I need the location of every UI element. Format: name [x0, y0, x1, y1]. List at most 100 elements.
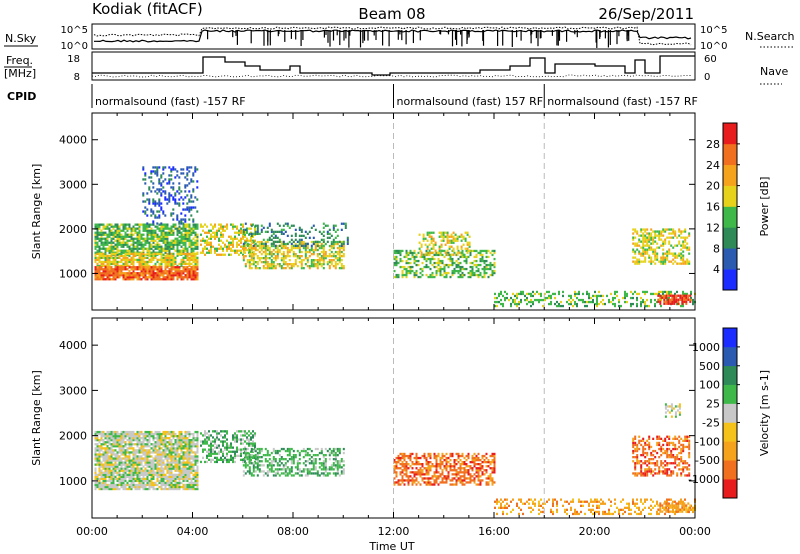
heatmap-cell	[204, 241, 206, 244]
heatmap-cell	[148, 441, 151, 444]
heatmap-cell	[463, 255, 466, 259]
heatmap-cell	[642, 246, 645, 249]
heatmap-cell	[172, 182, 175, 185]
heatmap-cell	[136, 432, 139, 436]
heatmap-cell	[154, 272, 157, 275]
heatmap-cell	[270, 265, 273, 268]
heatmap-cell	[266, 257, 269, 260]
heatmap-cell	[172, 258, 175, 261]
heatmap-cell	[136, 467, 139, 470]
heatmap-cell	[164, 264, 167, 268]
heatmap-cell	[152, 485, 155, 489]
heatmap-cell	[332, 240, 335, 243]
heatmap-cell	[170, 270, 173, 273]
heatmap-cell	[122, 225, 125, 228]
heatmap-cell	[102, 254, 105, 257]
heatmap-cell	[164, 223, 167, 226]
heatmap-cell	[330, 250, 333, 254]
heatmap-cell	[312, 265, 315, 268]
heatmap-cell	[272, 242, 275, 245]
heatmap-cell	[114, 469, 117, 472]
heatmap-cell	[168, 443, 171, 446]
heatmap-cell	[154, 430, 157, 434]
heatmap-cell	[148, 455, 151, 458]
heatmap-cell	[413, 275, 416, 279]
heatmap-cell	[642, 242, 645, 245]
heatmap-cell	[481, 259, 484, 263]
heatmap-cell	[156, 188, 159, 191]
heatmap-cell	[320, 250, 323, 254]
heatmap-cell	[262, 261, 265, 264]
heatmap-cell	[440, 231, 443, 234]
heatmap-cell	[102, 457, 105, 460]
heatmap-cell	[190, 249, 193, 252]
heatmap-cell	[148, 200, 151, 203]
heatmap-cell	[104, 278, 107, 281]
heatmap-cell	[94, 256, 97, 259]
heatmap-cell	[170, 194, 173, 197]
heatmap-cell	[140, 268, 143, 271]
heatmap-cell	[138, 256, 141, 259]
heatmap-cell	[190, 274, 193, 277]
heatmap-cell	[150, 270, 153, 273]
heatmap-cell	[451, 249, 454, 253]
heatmap-cell	[102, 435, 105, 438]
heatmap-cell	[168, 447, 171, 450]
heatmap-cell	[142, 449, 145, 452]
heatmap-cell	[328, 259, 331, 262]
heatmap-cell	[176, 227, 179, 230]
heatmap-cell	[98, 459, 101, 462]
heatmap-cell	[154, 239, 157, 242]
heatmap-cell	[180, 212, 183, 215]
heatmap-cell	[136, 239, 139, 242]
heatmap-cell	[660, 304, 662, 308]
heatmap-cell	[256, 263, 259, 266]
heatmap-cell	[424, 253, 427, 256]
heatmap-cell	[170, 241, 173, 244]
heatmap-cell	[663, 296, 666, 299]
heatmap-cell	[648, 236, 651, 239]
heatmap-cell	[162, 253, 165, 256]
heatmap-cell	[144, 439, 147, 442]
heatmap-cell	[405, 273, 408, 277]
heatmap-cell	[534, 292, 536, 296]
heatmap-cell	[290, 224, 293, 227]
heatmap-cell	[172, 475, 175, 478]
freq-trace	[91, 55, 695, 78]
heatmap-cell	[116, 453, 119, 456]
heatmap-cell	[172, 231, 175, 234]
heatmap-cell	[116, 251, 119, 254]
heatmap-cell	[298, 228, 301, 231]
heatmap-cell	[138, 473, 141, 476]
heatmap-cell	[104, 485, 107, 489]
heatmap-cell	[190, 256, 193, 259]
heatmap-cell	[186, 247, 189, 250]
heatmap-cell	[114, 258, 117, 261]
heatmap-cell	[214, 452, 216, 455]
heatmap-cell	[146, 453, 149, 456]
heatmap-cell	[677, 294, 680, 297]
heatmap-cell	[222, 458, 224, 461]
heatmap-cell	[148, 471, 151, 474]
heatmap-cell	[102, 247, 105, 250]
heatmap-cell	[116, 276, 119, 279]
heatmap-cell	[170, 487, 173, 491]
heatmap-cell	[166, 481, 169, 485]
heatmap-cell	[144, 459, 147, 462]
heatmap-cell	[118, 270, 121, 273]
heatmap-cell	[411, 253, 414, 257]
heatmap-cell	[658, 236, 661, 239]
heatmap-cell	[134, 461, 137, 464]
heatmap-cell	[457, 271, 460, 275]
heatmap-cell	[176, 190, 179, 193]
heatmap-cell	[170, 451, 173, 454]
heatmap-cell	[592, 300, 594, 304]
heatmap-cell	[194, 262, 197, 266]
heatmap-cell	[118, 432, 121, 436]
heatmap-cell	[532, 300, 534, 304]
heatmap-cell	[118, 437, 121, 440]
heatmap-cell	[210, 452, 212, 455]
heatmap-cell	[182, 453, 185, 456]
heatmap-cell	[186, 471, 189, 474]
heatmap-cell	[242, 223, 244, 226]
